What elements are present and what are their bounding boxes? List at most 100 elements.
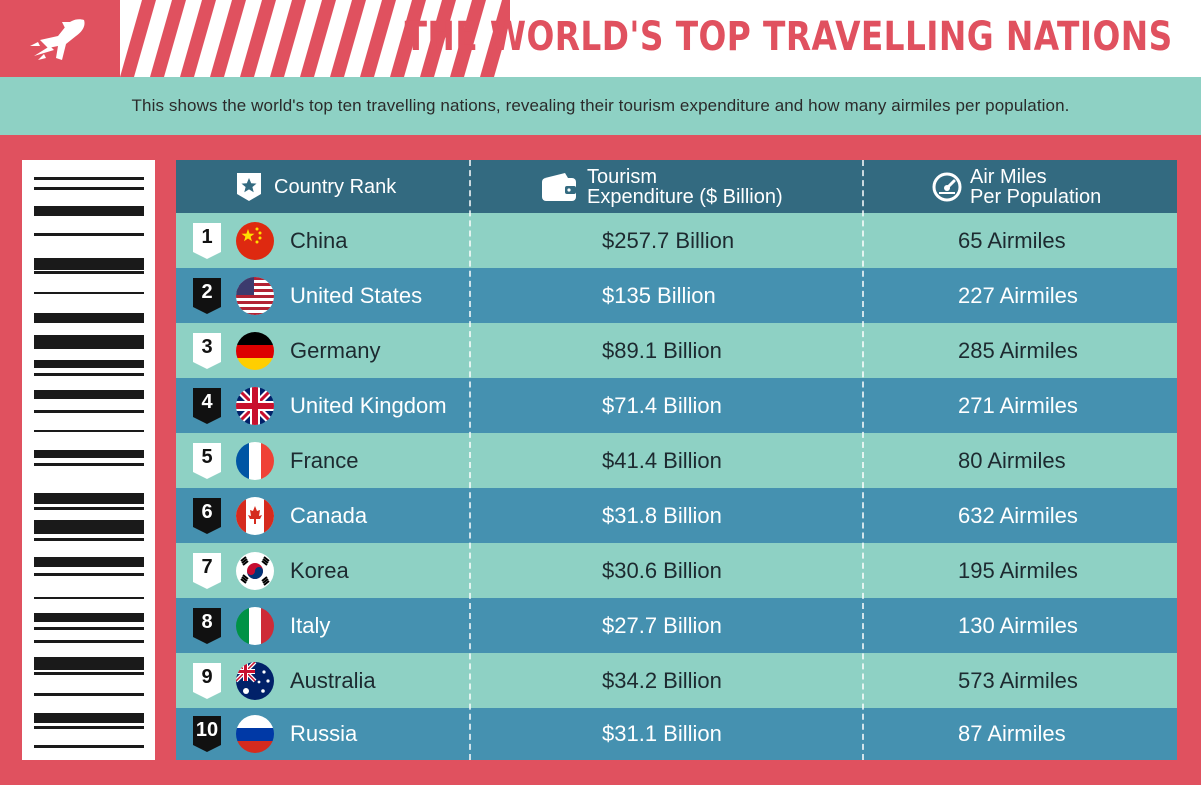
airmiles-value: 195 Airmiles — [958, 557, 1078, 583]
tourism-expenditure: $27.7 Billion — [602, 612, 722, 638]
rank-number: 10 — [195, 719, 219, 741]
stripe — [480, 0, 510, 77]
united-states-flag-icon — [236, 276, 274, 315]
rank-number: 4 — [201, 390, 213, 413]
header-country-rank: Country Rank — [236, 160, 396, 213]
stripe — [150, 0, 186, 77]
star-badge-icon — [237, 172, 261, 201]
barcode-bar — [34, 360, 144, 368]
korea-flag-icon — [236, 551, 274, 590]
top-band: THE WORLD'S TOP TRAVELLING NATIONS — [0, 0, 1201, 77]
barcode-bar — [34, 538, 144, 541]
tourism-expenditure: $41.4 Billion — [602, 447, 722, 473]
table-row: 3 Germany $89.1 Billion 285 Airmiles — [176, 323, 1177, 378]
stripe-decoration — [0, 0, 510, 77]
barcode-bar — [34, 390, 144, 399]
airmiles-value: 130 Airmiles — [958, 612, 1078, 638]
airmiles-value: 573 Airmiles — [958, 667, 1078, 693]
airmiles-value: 227 Airmiles — [958, 282, 1078, 308]
barcode-decoration — [22, 160, 155, 760]
airplane-icon — [30, 18, 85, 60]
barcode-bar — [34, 657, 144, 670]
airmiles-value: 271 Airmiles — [958, 392, 1078, 418]
header-airmiles-line2: Per Population — [970, 185, 1102, 208]
page-subtitle: This shows the world's top ten travellin… — [131, 96, 1070, 115]
stripe — [240, 0, 276, 77]
barcode-bar — [34, 693, 144, 696]
table-row: 9 Australia $34.2 Billion 573 Airmiles — [176, 653, 1177, 708]
stripe — [450, 0, 486, 77]
stripe-pattern — [120, 0, 510, 77]
barcode-bar — [34, 233, 144, 236]
barcode-bar — [34, 597, 144, 599]
table-row: 8 Italy $27.7 Billion 130 Airmiles — [176, 598, 1177, 653]
germany-flag-icon — [236, 331, 274, 370]
header-country-label: Country Rank — [274, 175, 397, 198]
barcode-bar — [34, 726, 144, 729]
wallet-icon — [542, 172, 576, 201]
header-airmiles: Air Miles Per Population — [932, 160, 1101, 213]
table-row: 4 United Kingdom $71.4 Billion 271 Airmi… — [176, 378, 1177, 433]
airmiles-value: 285 Airmiles — [958, 337, 1078, 363]
header-tourism-line2: Expenditure ($ Billion) — [587, 185, 783, 208]
rank-number: 7 — [201, 555, 213, 578]
barcode-bar — [34, 206, 144, 216]
rank-number: 3 — [201, 335, 213, 358]
barcode-bar — [34, 463, 144, 466]
tourism-expenditure: $89.1 Billion — [602, 337, 722, 363]
logo-box — [0, 0, 120, 77]
stripe — [330, 0, 366, 77]
stripe — [360, 0, 396, 77]
table-row: 10 Russia $31.1 Billion 87 Airmiles — [176, 708, 1177, 760]
italy-flag-icon — [236, 606, 274, 645]
stripe — [270, 0, 306, 77]
airmiles-value: 87 Airmiles — [958, 721, 1066, 746]
barcode-bar — [34, 745, 144, 748]
country-name: Canada — [290, 502, 368, 528]
barcode-bar — [34, 271, 144, 274]
stripe — [420, 0, 456, 77]
tourism-expenditure: $257.7 Billion — [602, 227, 735, 253]
barcode-bar — [34, 292, 144, 294]
stripe — [300, 0, 336, 77]
rank-badge-icon: 10 — [192, 715, 222, 753]
table-row: 6 Canada $31.8 Billion 632 Airmiles — [176, 488, 1177, 543]
rank-badge-icon: 2 — [192, 277, 222, 315]
country-name: China — [290, 227, 348, 253]
country-name: Australia — [290, 667, 376, 693]
canada-flag-icon — [236, 496, 274, 535]
stripe — [120, 0, 156, 77]
rank-badge-icon: 1 — [192, 222, 222, 260]
france-flag-icon — [236, 441, 274, 480]
gauge-icon — [932, 172, 962, 201]
rank-number: 2 — [201, 280, 213, 303]
stripe — [390, 0, 426, 77]
airmiles-value: 632 Airmiles — [958, 502, 1078, 528]
rank-badge-icon: 5 — [192, 442, 222, 480]
barcode-bar — [34, 672, 144, 675]
country-name: Russia — [290, 721, 358, 746]
table-header: Country Rank Tourism Expenditure ($ Bill… — [176, 160, 1177, 213]
barcode-bar — [34, 573, 144, 576]
country-name: France — [290, 447, 359, 473]
country-name: Germany — [290, 337, 381, 363]
table-row: 2 United States $135 Billion 227 Airmile… — [176, 268, 1177, 323]
australia-flag-icon — [236, 661, 274, 700]
barcode-bar — [34, 713, 144, 723]
barcode-bar — [34, 627, 144, 630]
barcode-bar — [34, 557, 144, 567]
barcode-bar — [34, 187, 144, 190]
country-name: United States — [290, 282, 423, 308]
header-tourism: Tourism Expenditure ($ Billion) — [541, 160, 783, 213]
barcode-bar — [34, 313, 144, 323]
rank-badge-icon: 9 — [192, 662, 222, 700]
barcode-bar — [34, 507, 144, 510]
barcode-bar — [34, 177, 144, 180]
united-kingdom-flag-icon — [236, 386, 274, 425]
rank-badge-icon: 7 — [192, 552, 222, 590]
barcode-bar — [34, 640, 144, 643]
header-tourism-line1: Tourism — [587, 165, 658, 188]
column-divider — [469, 160, 471, 760]
china-flag-icon — [236, 221, 274, 260]
rank-badge-icon: 4 — [192, 387, 222, 425]
